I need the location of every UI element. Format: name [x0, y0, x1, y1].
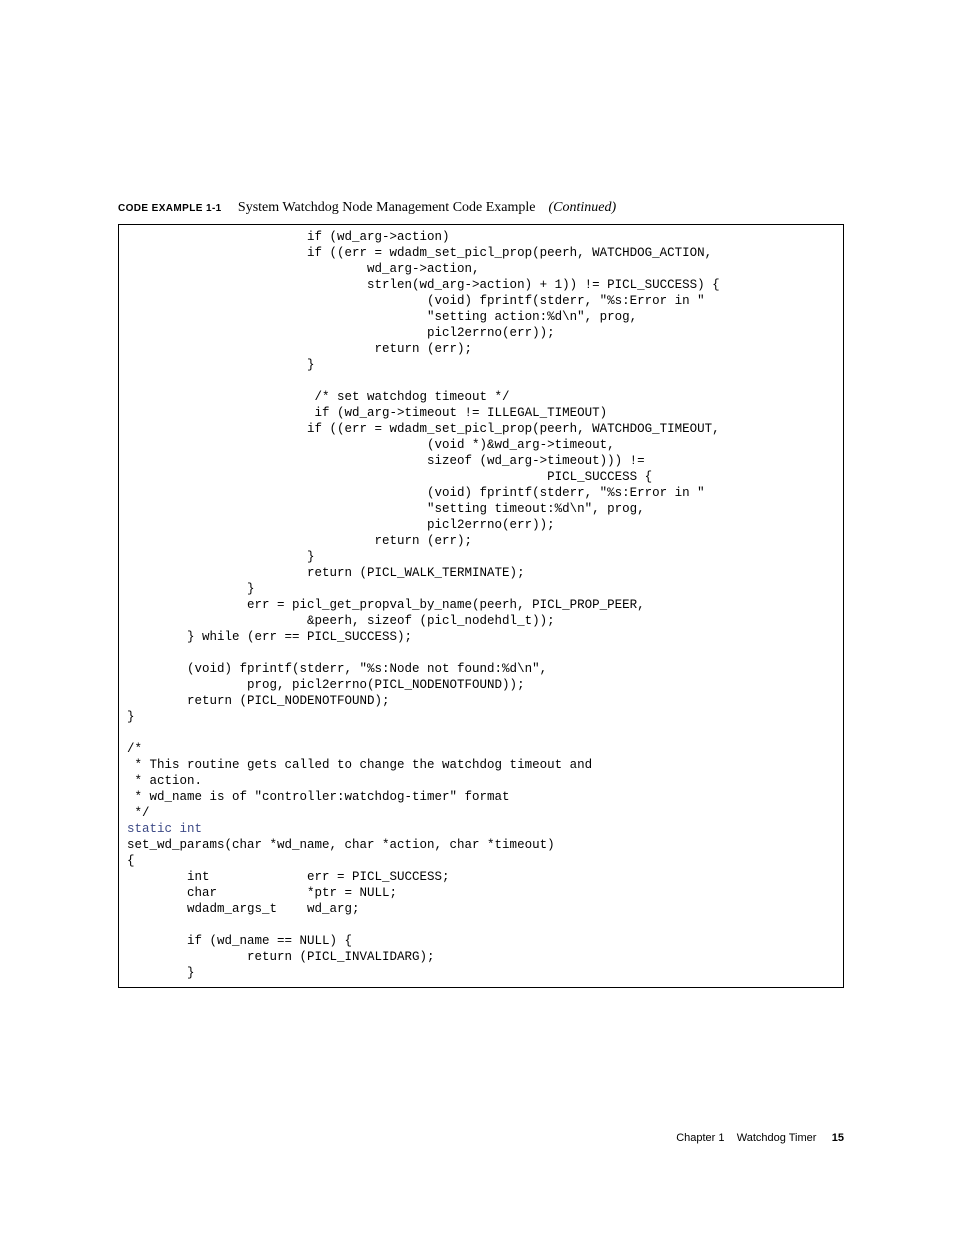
code-example-box: if (wd_arg->action) if ((err = wdadm_set… [118, 224, 844, 988]
footer-chapter: Chapter 1 [676, 1132, 724, 1144]
code-keyword-static: static int [127, 822, 202, 836]
code-lines-part2: set_wd_params(char *wd_name, char *actio… [127, 838, 555, 980]
code-lines-part1: if (wd_arg->action) if ((err = wdadm_set… [127, 230, 720, 820]
caption-title: System Watchdog Node Management Code Exa… [238, 200, 536, 215]
code-caption: CODE EXAMPLE 1-1 System Watchdog Node Ma… [118, 198, 844, 218]
footer-page-number: 15 [832, 1132, 844, 1144]
page-container: CODE EXAMPLE 1-1 System Watchdog Node Ma… [0, 0, 954, 1235]
caption-continued: (Continued) [549, 200, 617, 215]
footer-section: Watchdog Timer [737, 1132, 817, 1144]
page-footer: Chapter 1 Watchdog Timer 15 [676, 1132, 844, 1144]
code-block: if (wd_arg->action) if ((err = wdadm_set… [127, 229, 835, 981]
caption-prefix: CODE EXAMPLE 1-1 [118, 203, 222, 214]
